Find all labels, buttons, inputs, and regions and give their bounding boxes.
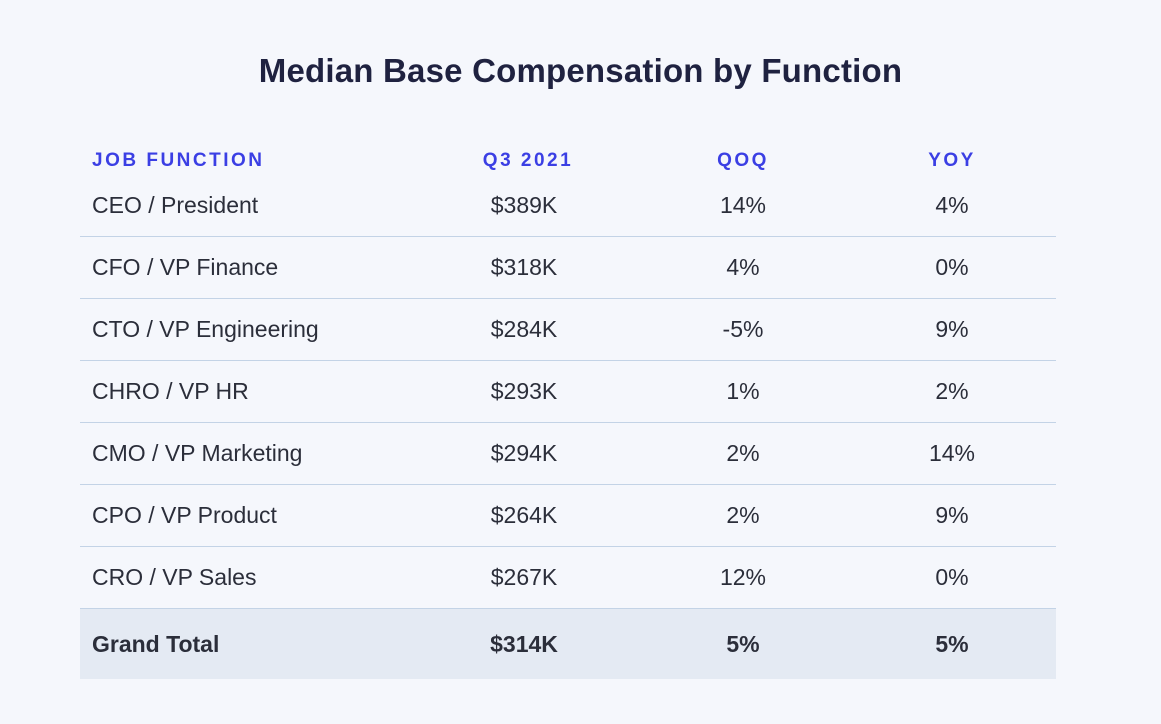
row-q3-value: $264K: [490, 502, 558, 528]
header-qoq: QOQ: [717, 150, 769, 171]
table-row: CRO / VP Sales $267K 12% 0%: [80, 547, 1056, 609]
row-yoy: 9%: [935, 502, 969, 528]
row-function: CMO / VP Marketing: [92, 440, 303, 466]
chart-title: Median Base Compensation by Function: [258, 52, 903, 89]
row-qoq: 14%: [719, 191, 767, 218]
row-q3-value: $284K: [490, 316, 558, 342]
row-yoy: 9%: [935, 316, 969, 342]
header-job-function: JOB FUNCTION: [92, 150, 265, 171]
total-qoq: 5%: [726, 630, 760, 657]
row-function: CFO / VP Finance: [92, 254, 279, 280]
table-row: CHRO / VP HR $293K 1% 2%: [80, 361, 1056, 423]
table-row: CMO / VP Marketing $294K 2% 14%: [80, 423, 1056, 485]
row-q3-value: $267K: [490, 564, 558, 590]
row-function: CPO / VP Product: [92, 502, 277, 528]
row-q3-value: $294K: [490, 440, 558, 466]
row-qoq: 12%: [719, 564, 767, 590]
grand-total-row: Grand Total $314K 5% 5%: [80, 609, 1056, 679]
row-q3-value: $318K: [490, 254, 558, 280]
row-qoq: 1%: [726, 378, 760, 404]
total-function: Grand Total: [92, 630, 220, 657]
row-yoy: 2%: [935, 378, 969, 404]
row-qoq: 4%: [726, 254, 760, 280]
row-function: CTO / VP Engineering: [92, 316, 319, 342]
row-qoq: 2%: [726, 440, 760, 466]
row-yoy: 0%: [935, 564, 969, 590]
row-yoy: 14%: [928, 440, 976, 466]
row-qoq: 2%: [726, 502, 760, 528]
row-yoy: 4%: [935, 191, 969, 218]
header-yoy: YOY: [928, 150, 976, 171]
row-function: CEO / President: [92, 191, 259, 218]
table-row: CPO / VP Product $264K 2% 9%: [80, 485, 1056, 547]
table-header-row: JOB FUNCTION Q3 2021 QOQ YOY: [80, 140, 1056, 174]
compensation-table: JOB FUNCTION Q3 2021 QOQ YOY CEO / Presi…: [80, 140, 1056, 679]
total-yoy: 5%: [935, 630, 969, 657]
row-function: CRO / VP Sales: [92, 564, 257, 590]
row-q3-value: $389K: [490, 191, 558, 218]
table-row: CFO / VP Finance $318K 4% 0%: [80, 237, 1056, 299]
row-function: CHRO / VP HR: [92, 378, 249, 404]
table-row: CEO / President $389K 14% 4%: [80, 174, 1056, 237]
table-row: CTO / VP Engineering $284K -5% 9%: [80, 299, 1056, 361]
total-q3-value: $314K: [490, 630, 558, 657]
header-q3-2021: Q3 2021: [482, 150, 574, 171]
row-q3-value: $293K: [490, 378, 558, 404]
row-yoy: 0%: [935, 254, 969, 280]
row-qoq: -5%: [722, 316, 764, 342]
